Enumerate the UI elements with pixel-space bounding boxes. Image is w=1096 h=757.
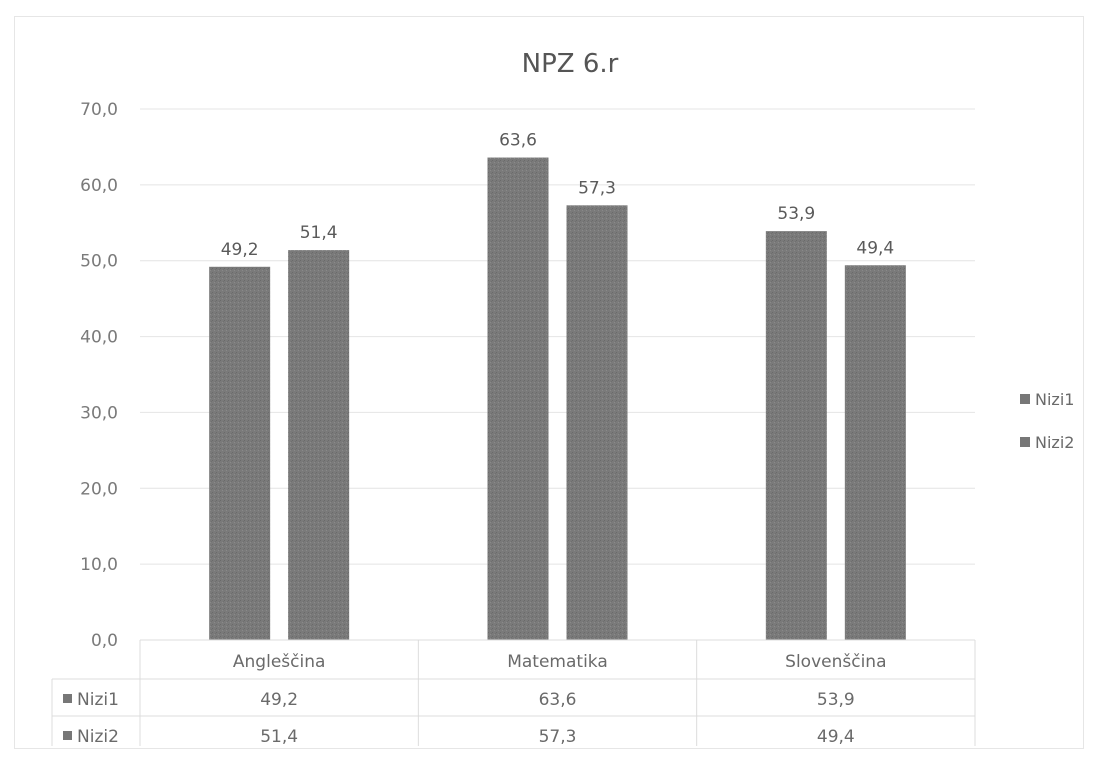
legend-label: Nizi1 (1035, 390, 1074, 409)
table-series-name: Nizi1 (77, 690, 119, 710)
y-tick-label: 30,0 (80, 403, 118, 423)
table-cell: 53,9 (817, 690, 855, 710)
chart-title: NPZ 6.r (522, 49, 619, 79)
bar-nizi2-0 (288, 250, 350, 640)
table-series-name: Nizi2 (77, 727, 119, 747)
y-tick-label: 10,0 (80, 555, 118, 575)
table-cell: 63,6 (539, 690, 577, 710)
y-axis-ticks: 0,0 10,0 20,0 30,0 40,0 50,0 60,0 70,0 (80, 100, 118, 651)
data-label: 49,4 (856, 238, 894, 258)
table-cell: 57,3 (539, 727, 577, 747)
y-tick-label: 0,0 (91, 631, 118, 651)
data-label: 51,4 (300, 223, 338, 243)
bar-nizi1-1 (487, 157, 549, 640)
legend-label: Nizi2 (1035, 433, 1074, 452)
table-cell: 49,2 (260, 690, 298, 710)
y-tick-label: 20,0 (80, 479, 118, 499)
bar-nizi2-2 (844, 265, 906, 640)
data-label: 49,2 (221, 240, 259, 260)
category-label: Matematika (507, 652, 608, 672)
category-label: Angleščina (233, 652, 326, 672)
table-legend-key (63, 731, 72, 740)
y-tick-label: 70,0 (80, 100, 118, 120)
bar-nizi1-2 (765, 231, 827, 640)
legend-key-nizi2 (1020, 437, 1030, 447)
bar-nizi1-0 (209, 266, 271, 640)
legend: Nizi1 Nizi2 (1020, 390, 1074, 452)
data-table: Angleščina Matematika Slovenščina Nizi1 49,2… (51, 639, 976, 747)
table-cell: 51,4 (260, 727, 298, 747)
data-label: 53,9 (777, 204, 815, 224)
table-legend-key (63, 694, 72, 703)
table-cell: 49,4 (817, 727, 855, 747)
data-label: 63,6 (499, 131, 537, 151)
bar-nizi2-1 (566, 205, 628, 641)
category-label: Slovenščina (785, 652, 886, 672)
y-tick-label: 50,0 (80, 252, 118, 272)
y-tick-label: 60,0 (80, 176, 118, 196)
data-label: 57,3 (578, 178, 616, 198)
legend-key-nizi1 (1020, 394, 1030, 404)
bars (209, 157, 906, 641)
data-labels: 49,2 51,4 63,6 57,3 53,9 49,4 (221, 131, 895, 260)
chart-frame (14, 16, 1084, 749)
y-tick-label: 40,0 (80, 328, 118, 348)
